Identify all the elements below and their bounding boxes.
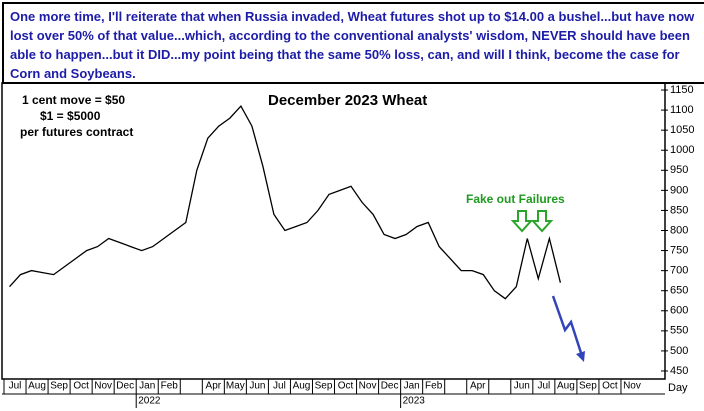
- y-tick-label: 850: [670, 204, 688, 216]
- x-tick-label: Dec: [116, 381, 134, 392]
- y-tick-label: 900: [670, 184, 688, 196]
- x-tick-label: Sep: [579, 381, 597, 392]
- x-tick-label: Jul: [537, 381, 550, 392]
- x-tick-label: Oct: [73, 381, 89, 392]
- x-tick-label: Feb: [425, 381, 443, 392]
- annotation: per futures contract: [20, 125, 133, 139]
- y-tick-label: 750: [670, 244, 688, 256]
- x-tick-label: Apr: [470, 381, 486, 392]
- y-tick-label: 1150: [670, 84, 694, 96]
- annotation: Fake out Failures: [466, 192, 565, 206]
- chart-title: December 2023 Wheat: [268, 92, 427, 109]
- x-tick-label: Dec: [381, 381, 399, 392]
- x-tick-label: Nov: [94, 381, 112, 392]
- x-tick-label: Jul: [9, 381, 22, 392]
- x-tick-label: Nov: [359, 381, 377, 392]
- y-tick-label: 550: [670, 325, 688, 337]
- y-tick-label: 1000: [670, 144, 694, 156]
- annotation: $1 = $5000: [40, 109, 101, 123]
- x-tick-label: Jul: [273, 381, 286, 392]
- y-tick-label: 650: [670, 285, 688, 297]
- x-tick-label: Aug: [28, 381, 46, 392]
- note-box: One more time, I'll reiterate that when …: [2, 2, 704, 84]
- x-tick-label: Apr: [206, 381, 222, 392]
- x-tick-label: Oct: [338, 381, 354, 392]
- x-tick-label: Aug: [557, 381, 575, 392]
- y-tick-label: 800: [670, 224, 688, 236]
- down-arrow: [510, 210, 534, 233]
- plot-frame: [1, 82, 666, 380]
- x-tick-label: Oct: [602, 381, 618, 392]
- year-label: 2023: [403, 396, 426, 407]
- x-tick-label: Sep: [315, 381, 333, 392]
- y-tick-label: 1100: [670, 104, 694, 116]
- x-tick-label: Nov: [623, 381, 641, 392]
- x-axis-label: Day: [668, 382, 688, 394]
- y-tick-label: 950: [670, 164, 688, 176]
- projection-arrow-head: [576, 351, 585, 362]
- x-tick-label: May: [226, 381, 245, 392]
- x-tick-label: Feb: [161, 381, 179, 392]
- y-tick-label: 450: [670, 365, 688, 377]
- x-tick-label: Jun: [514, 381, 530, 392]
- x-tick-label: Sep: [50, 381, 68, 392]
- down-arrow: [530, 210, 554, 233]
- y-tick-label: 700: [670, 265, 688, 277]
- annotation: 1 cent move = $50: [22, 93, 125, 107]
- x-tick-label: Aug: [293, 381, 311, 392]
- y-tick-label: 1050: [670, 124, 694, 136]
- year-label: 2022: [138, 396, 161, 407]
- x-tick-label: Jun: [249, 381, 265, 392]
- price-line: [9, 104, 562, 300]
- x-tick-label: Jan: [404, 381, 420, 392]
- projection-arrow: [551, 295, 584, 357]
- y-tick-label: 600: [670, 305, 688, 317]
- x-tick-label: Jan: [139, 381, 155, 392]
- y-tick-label: 500: [670, 345, 688, 357]
